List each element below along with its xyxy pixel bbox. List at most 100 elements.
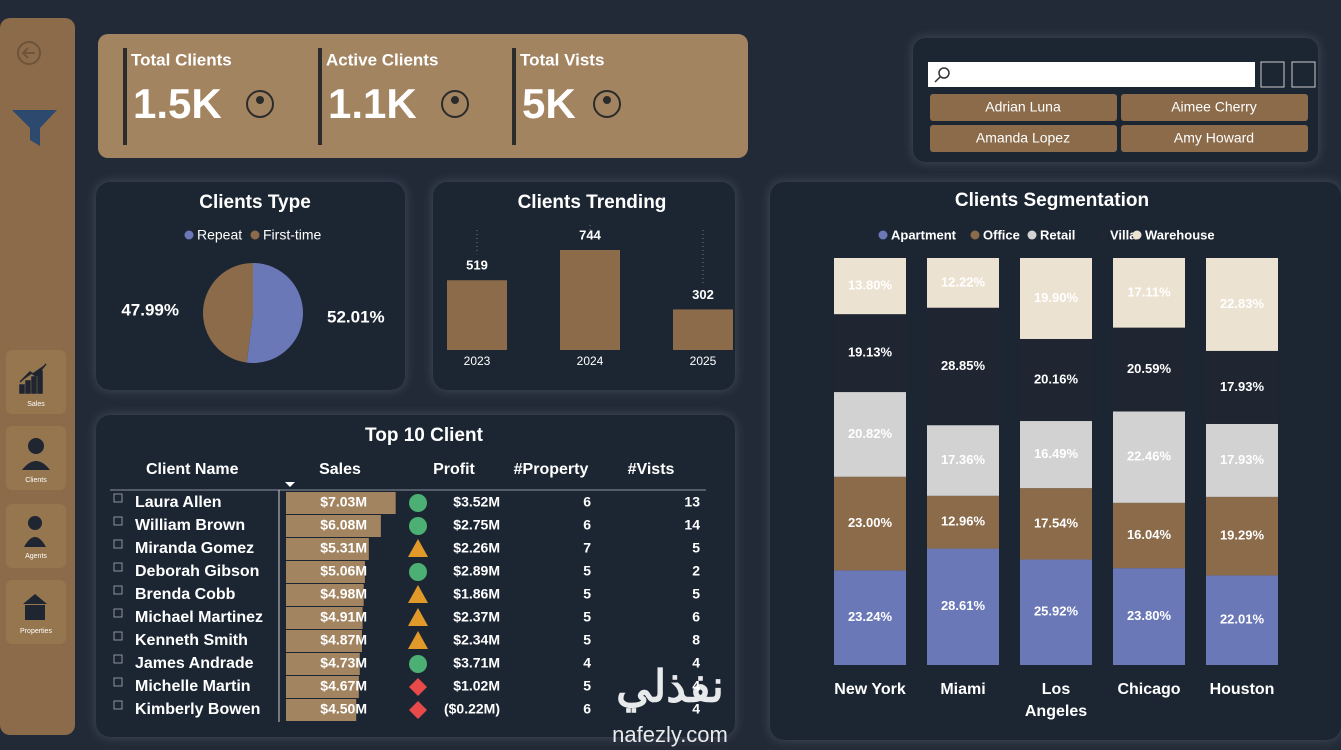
- kpi-value: 1.5K: [133, 80, 222, 127]
- property: 7: [583, 540, 591, 556]
- property: 5: [583, 678, 591, 694]
- segment-label: 12.22%: [941, 274, 986, 289]
- column-header[interactable]: #Property: [514, 461, 589, 478]
- legend-dot: [1097, 230, 1107, 240]
- column-header[interactable]: Sales: [319, 461, 361, 478]
- client-name: Deborah Gibson: [135, 563, 259, 580]
- sales: $4.87M: [320, 632, 367, 648]
- segment-label: 20.59%: [1127, 361, 1172, 376]
- visits: 13: [684, 494, 700, 510]
- segment: [927, 258, 999, 308]
- column-header[interactable]: #Vists: [628, 461, 675, 478]
- kpi-icon-dot: [451, 96, 459, 104]
- segment-label: 20.16%: [1034, 371, 1079, 386]
- kpi-value: 5K: [522, 80, 576, 127]
- sales: $4.73M: [320, 655, 367, 671]
- sales-bar: [286, 538, 369, 560]
- bar: [447, 280, 507, 350]
- segment: [1020, 338, 1092, 422]
- expand-icon[interactable]: [113, 516, 123, 526]
- legend-dot: [878, 230, 888, 240]
- slicer-item[interactable]: [930, 125, 1117, 152]
- client-name: Michael Martinez: [135, 609, 263, 626]
- column-header[interactable]: Profit: [433, 461, 475, 478]
- properties-icon: [23, 594, 47, 620]
- sales-bar: [286, 561, 365, 583]
- expand-icon[interactable]: [113, 493, 123, 503]
- slicer-item[interactable]: [1121, 94, 1308, 121]
- visits: 14: [684, 517, 700, 533]
- segment-label: 12.96%: [941, 514, 986, 529]
- search-icon-handle: [934, 76, 941, 83]
- status-icon: [409, 655, 427, 673]
- watermark: nafezly.com: [612, 722, 728, 747]
- pie-label: 47.99%: [121, 300, 179, 319]
- legend-label: Apartment: [891, 227, 957, 242]
- sales-bar: [286, 584, 364, 606]
- expand-icon[interactable]: [113, 539, 123, 549]
- client-name: Laura Allen: [135, 494, 222, 511]
- legend-dot: [1027, 230, 1037, 240]
- segment: [834, 314, 906, 393]
- kpi-value: 1.1K: [328, 80, 417, 127]
- pie-slice: [246, 263, 304, 363]
- segment-label: 19.90%: [1034, 290, 1079, 305]
- clients-icon: [28, 438, 44, 454]
- kpi-icon: [246, 90, 274, 118]
- segment-label: 28.61%: [941, 598, 986, 613]
- property: 6: [583, 494, 591, 510]
- clear-button[interactable]: [1260, 61, 1285, 88]
- segment-label: 28.85%: [941, 358, 986, 373]
- sort-indicator: [285, 482, 295, 487]
- expand-icon[interactable]: [113, 631, 123, 641]
- segment-label: 16.04%: [1127, 527, 1172, 542]
- segment-label: 17.11%: [1127, 284, 1171, 299]
- segment-label: 23.00%: [848, 515, 893, 530]
- client-name: Michelle Martin: [135, 678, 251, 695]
- slicer-item[interactable]: [930, 94, 1117, 121]
- search-box[interactable]: [928, 62, 1255, 87]
- expand-icon[interactable]: [113, 585, 123, 595]
- segment: [1206, 575, 1278, 665]
- search-placeholder: Search Agent_Name: [954, 66, 1083, 82]
- select-all-button[interactable]: [1291, 61, 1316, 88]
- segment: [927, 548, 999, 665]
- status-icon: [408, 631, 428, 649]
- property: 4: [583, 655, 591, 671]
- nav-agents[interactable]: [6, 504, 66, 568]
- nav-clients[interactable]: [6, 426, 66, 490]
- filter-icon[interactable]: [12, 110, 57, 146]
- segment-label: 22.46%: [1127, 449, 1172, 464]
- slicer-item[interactable]: [1121, 125, 1308, 152]
- segment-label: 22.83%: [1220, 296, 1265, 311]
- sales-bar: [286, 653, 360, 675]
- legend-dot: [1132, 230, 1142, 240]
- visits: 2: [692, 563, 700, 579]
- expand-icon[interactable]: [113, 654, 123, 664]
- expand-icon[interactable]: [113, 562, 123, 572]
- client-name: Kenneth Smith: [135, 632, 248, 649]
- legend-label: Warehouse: [1145, 227, 1215, 242]
- segment: [1020, 559, 1092, 665]
- expand-icon[interactable]: [113, 608, 123, 618]
- legend-label: First-time: [263, 227, 322, 243]
- back-button[interactable]: [17, 41, 41, 65]
- x-tick-label: Houston: [1209, 681, 1275, 698]
- legend-label: Retail: [1040, 227, 1075, 242]
- segment: [1206, 258, 1278, 351]
- slicer-item-label: Adrian Luna: [985, 99, 1061, 115]
- segment: [1113, 502, 1185, 569]
- expand-icon[interactable]: [113, 677, 123, 687]
- column-header[interactable]: Client Name: [146, 461, 239, 478]
- agents-icon-body: [24, 537, 46, 547]
- visits: 5: [692, 586, 700, 602]
- expand-icon[interactable]: [113, 700, 123, 710]
- status-icon: [409, 494, 427, 512]
- x-tick-label: 2024: [577, 354, 604, 368]
- property: 6: [583, 517, 591, 533]
- segment: [834, 570, 906, 665]
- client-name: Miranda Gomez: [135, 540, 254, 557]
- property: 5: [583, 563, 591, 579]
- segment-label: 23.24%: [848, 609, 893, 624]
